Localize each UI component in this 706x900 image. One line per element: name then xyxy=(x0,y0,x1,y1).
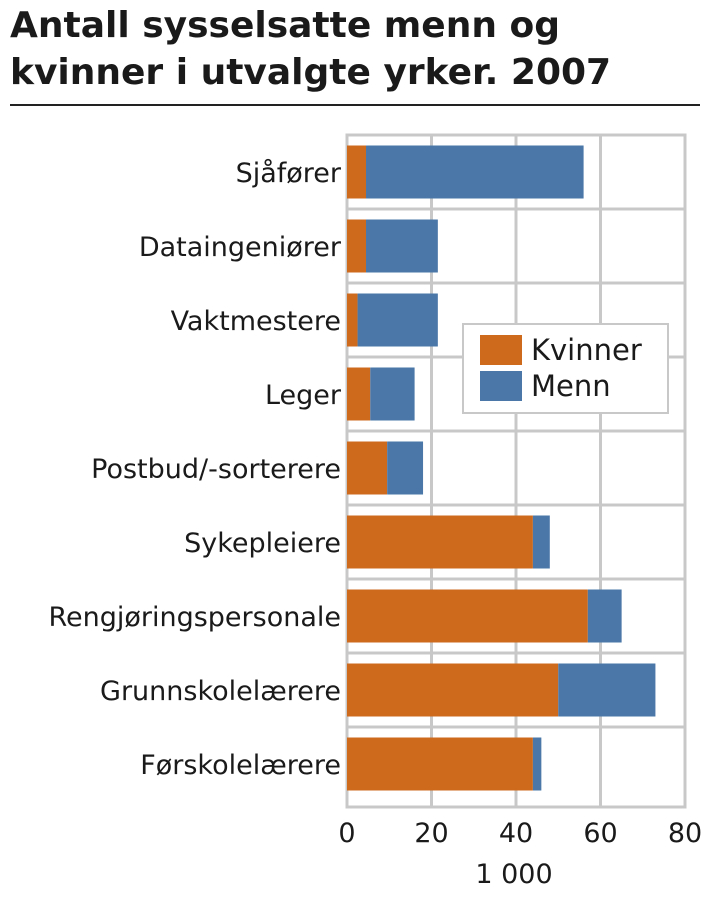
category-label: Sykepleiere xyxy=(184,528,341,559)
bar-menn xyxy=(366,145,584,199)
legend-label: Menn xyxy=(531,369,611,403)
x-tick-label: 0 xyxy=(338,818,355,849)
bar-kvinner xyxy=(347,219,367,273)
category-label: Leger xyxy=(265,380,342,411)
bar-menn xyxy=(587,589,622,643)
bar-kvinner xyxy=(347,145,367,199)
category-label: Grunnskolelærere xyxy=(100,676,341,707)
chart-title: Antall sysselsatte menn og kvinner i utv… xyxy=(10,5,612,93)
bar-kvinner xyxy=(347,293,358,347)
bar-kvinner xyxy=(347,589,588,643)
bar-menn xyxy=(370,367,415,421)
x-tick-label: 60 xyxy=(583,818,617,849)
bar-menn xyxy=(357,293,438,347)
bar-kvinner xyxy=(347,441,388,495)
bar-menn xyxy=(366,219,438,273)
x-tick-label: 80 xyxy=(668,818,702,849)
legend-label: Kvinner xyxy=(531,333,642,367)
x-axis-unit-label: 1 000 xyxy=(475,859,552,890)
legend-swatch xyxy=(480,371,522,401)
bar-kvinner xyxy=(347,737,533,791)
bar-menn xyxy=(532,737,542,791)
legend-swatch xyxy=(480,335,522,365)
x-tick-label: 20 xyxy=(414,818,448,849)
category-label: Vaktmestere xyxy=(171,306,341,337)
bar-kvinner xyxy=(347,367,371,421)
x-tick-label: 40 xyxy=(499,818,533,849)
bar-menn xyxy=(532,515,550,569)
category-label: Postbud/-sorterere xyxy=(91,454,341,485)
category-label: Førskolelærere xyxy=(140,750,341,781)
title-divider xyxy=(10,104,700,106)
category-label: Rengjøringspersonale xyxy=(48,602,341,633)
bar-menn xyxy=(558,663,656,717)
category-label: Sjåfører xyxy=(236,158,342,189)
bar-kvinner xyxy=(347,663,559,717)
bar-kvinner xyxy=(347,515,533,569)
bar-menn xyxy=(387,441,424,495)
category-label: Dataingeniører xyxy=(139,232,342,263)
